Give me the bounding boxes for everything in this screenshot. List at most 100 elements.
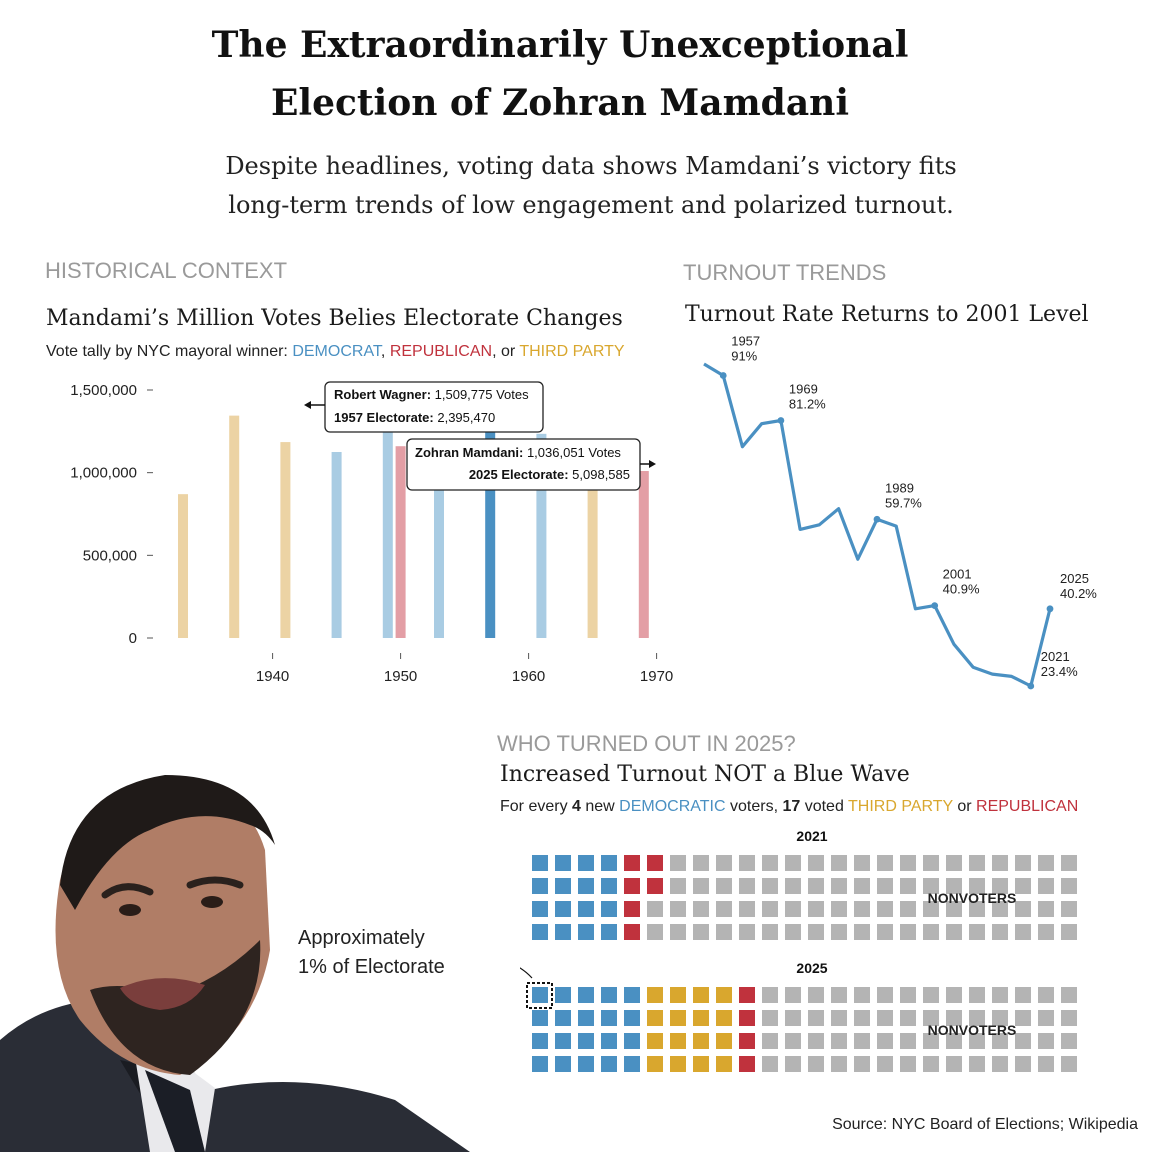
waffle-cell-democrat	[578, 1010, 594, 1026]
waffle-cell-democrat	[578, 1033, 594, 1049]
waffle-cell-nonvoter	[992, 1033, 1008, 1049]
point-2025	[1046, 605, 1054, 613]
waffle-chart: 2021 NONVOTERS 2025 NONVOTERS	[520, 828, 1077, 1072]
waffle-cell-nonvoter	[969, 987, 985, 1003]
waffle-cell-nonvoter	[1038, 1033, 1054, 1049]
waffle-caption-n1: 4	[572, 798, 581, 815]
callout-wagner-elect-value: 2,395,470	[434, 410, 495, 425]
waffle-cell-nonvoter	[946, 855, 962, 871]
bar-1949	[382, 428, 393, 638]
waffle-cell-democrat	[532, 1056, 548, 1072]
waffle-cell-democrat	[578, 878, 594, 894]
waffle-cell-nonvoter	[785, 1033, 801, 1049]
waffle-cell-nonvoter	[1061, 1033, 1077, 1049]
waffle-cell-nonvoter	[1038, 987, 1054, 1003]
point-label-year-1957: 1957	[731, 333, 760, 348]
waffle-cell-nonvoter	[946, 901, 962, 917]
waffle-cell-nonvoter	[1061, 987, 1077, 1003]
waffle-cell-nonvoter	[969, 1033, 985, 1049]
point-label-year-2025: 2025	[1060, 571, 1089, 586]
waffle-cell-nonvoter	[693, 901, 709, 917]
waffle-cell-third-party	[716, 1033, 732, 1049]
waffle-cell-democrat	[555, 855, 571, 871]
point-label-value-2001: 40.9%	[943, 582, 980, 597]
waffle-cell-nonvoter	[762, 987, 778, 1003]
waffle-caption-p4: voted	[800, 798, 848, 815]
bar-chart-axis: 0 500,000 1,000,000 1,500,000 1940 1950 1960 19…	[70, 382, 673, 685]
point-label-year-2001: 2001	[943, 567, 972, 582]
necktie	[145, 1070, 205, 1152]
waffle-cell-democrat	[532, 987, 548, 1003]
waffle-cell-nonvoter	[946, 1056, 962, 1072]
y-tick-label: 500,000	[83, 547, 137, 564]
waffle-cell-third-party	[716, 1056, 732, 1072]
historical-section-label: HISTORICAL CONTEXT	[45, 258, 288, 283]
waffle-cell-nonvoter	[877, 855, 893, 871]
waffle-cell-nonvoter	[854, 1056, 870, 1072]
subtitle-line1: Despite headlines, voting data shows Mam…	[225, 152, 957, 180]
waffle-cell-nonvoter	[1061, 1010, 1077, 1026]
point-1957	[719, 372, 727, 379]
waffle-cell-nonvoter	[900, 1033, 916, 1049]
waffle-cell-nonvoter	[1015, 1033, 1031, 1049]
waffle-cell-nonvoter	[900, 987, 916, 1003]
callout-wagner-votes: 1,509,775 Votes	[431, 387, 529, 402]
waffle-cell-nonvoter	[969, 924, 985, 940]
callout-mamdani-name: Zohran Mamdani:	[415, 445, 523, 460]
waffle-cell-nonvoter	[785, 878, 801, 894]
waffle-cell-nonvoter	[831, 855, 847, 871]
waffle-cell-nonvoter	[808, 924, 824, 940]
waffle-cell-nonvoter	[969, 1010, 985, 1026]
waffle-caption-p3: voters,	[725, 798, 783, 815]
waffle-title: Increased Turnout NOT a Blue Wave	[500, 762, 910, 787]
x-tick-label: 1950	[384, 668, 417, 685]
waffle-cell-democrat	[532, 855, 548, 871]
waffle-cell-nonvoter	[670, 855, 686, 871]
callout-wagner-name: Robert Wagner:	[334, 387, 431, 402]
bar-chart-title: Mandami’s Million Votes Belies Electorat…	[46, 306, 623, 331]
waffle-cell-nonvoter	[877, 1033, 893, 1049]
waffle-cell-nonvoter	[647, 924, 663, 940]
point-label-year-1989: 1989	[885, 480, 914, 495]
point-label-value-1969: 81.2%	[789, 396, 826, 411]
waffle-cell-nonvoter	[854, 1033, 870, 1049]
nonvoters-label-2025: NONVOTERS	[928, 1022, 1017, 1038]
waffle-caption: For every 4 new DEMOCRATIC voters, 17 vo…	[500, 798, 1078, 816]
waffle-cell-nonvoter	[693, 855, 709, 871]
waffle-cell-nonvoter	[854, 924, 870, 940]
waffle-cell-nonvoter	[762, 1056, 778, 1072]
waffle-cell-nonvoter	[992, 987, 1008, 1003]
eye-right	[201, 896, 223, 908]
callout-mamdani-line2: 2025 Electorate: 5,098,585	[469, 467, 630, 482]
waffle-cell-nonvoter	[1038, 855, 1054, 871]
waffle-cell-nonvoter	[1038, 1010, 1054, 1026]
waffle-cell-nonvoter	[808, 901, 824, 917]
point-label-value-2021: 23.4%	[1041, 664, 1078, 679]
waffle-cell-nonvoter	[1015, 1010, 1031, 1026]
point-label-year-1969: 1969	[789, 381, 818, 396]
bar-1941	[280, 442, 291, 638]
waffle-cell-nonvoter	[1061, 901, 1077, 917]
waffle-cell-nonvoter	[1015, 901, 1031, 917]
waffle-cell-nonvoter	[923, 901, 939, 917]
waffle-cell-nonvoter	[900, 1010, 916, 1026]
waffle-cell-nonvoter	[1038, 878, 1054, 894]
waffle-cell-third-party	[670, 1033, 686, 1049]
waffle-cell-democrat	[624, 987, 640, 1003]
waffle-cell-nonvoter	[762, 878, 778, 894]
point-label-value-2025: 40.2%	[1060, 586, 1097, 601]
waffle-cell-nonvoter	[762, 1033, 778, 1049]
bar-1953	[434, 469, 444, 638]
waffle-cell-nonvoter	[785, 855, 801, 871]
waffle-cell-democrat	[555, 878, 571, 894]
waffle-cell-third-party	[693, 1033, 709, 1049]
bar-chart-bars	[178, 388, 649, 638]
caption-third-party: THIRD PARTY	[519, 343, 625, 360]
waffle-cell-nonvoter	[716, 901, 732, 917]
waffle-cell-republican	[739, 1056, 755, 1072]
hair	[60, 775, 275, 910]
waffle-cell-democrat	[601, 987, 617, 1003]
waffle-cell-third-party	[647, 1033, 663, 1049]
waffle-cell-nonvoter	[946, 1010, 962, 1026]
waffle-cell-nonvoter	[1015, 987, 1031, 1003]
